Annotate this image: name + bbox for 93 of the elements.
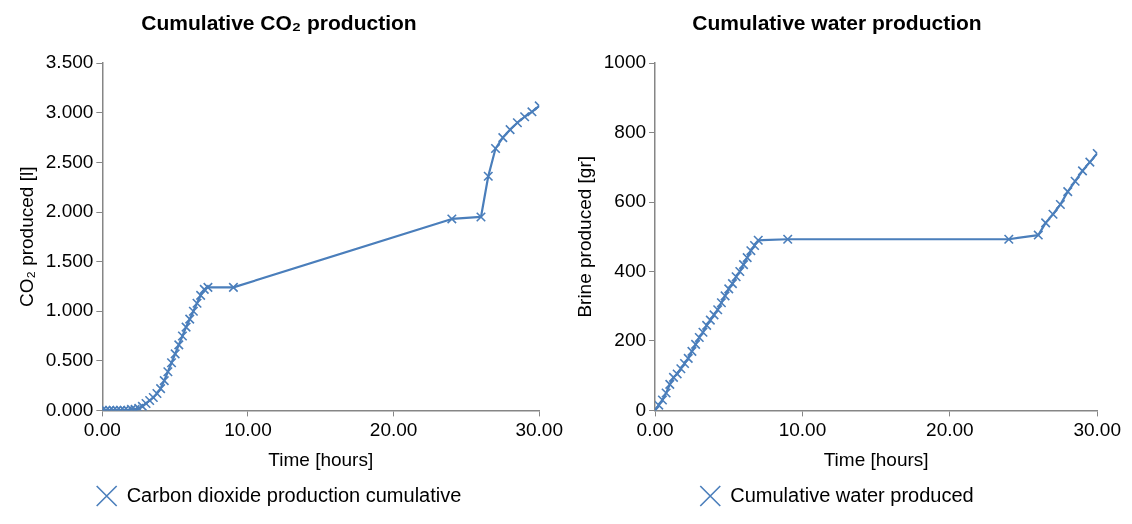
point	[140, 398, 152, 409]
point	[228, 282, 239, 293]
point	[151, 388, 162, 399]
y-tick-label: 2.000	[45, 200, 94, 222]
point	[742, 252, 753, 263]
point	[137, 401, 148, 411]
y-tick-label: 600	[614, 190, 647, 212]
point	[1055, 199, 1066, 210]
x-tick-label: 0.00	[83, 419, 121, 441]
point	[177, 330, 188, 342]
point	[694, 332, 705, 343]
x-tick-label: 10.00	[224, 419, 272, 441]
point	[661, 388, 672, 399]
chart-title: Cumulative water production	[692, 11, 982, 35]
point	[1070, 176, 1081, 187]
point	[195, 290, 206, 301]
y-tick-label: 800	[614, 120, 647, 142]
point	[657, 394, 668, 406]
point	[749, 240, 760, 251]
point	[683, 353, 694, 364]
y-axis-title: Brine produced [gr]	[573, 156, 595, 318]
point	[690, 339, 701, 350]
point	[753, 235, 764, 246]
point	[686, 346, 697, 357]
point	[697, 327, 709, 338]
point	[166, 357, 177, 368]
y-tick-label: 2.500	[45, 150, 94, 172]
point	[727, 278, 738, 289]
point	[716, 297, 727, 308]
point	[731, 271, 742, 282]
point	[188, 306, 199, 317]
y-tick-label: 0	[635, 398, 647, 420]
point	[526, 106, 537, 117]
legend-label: Cumulative water produced	[730, 483, 974, 506]
point	[475, 211, 487, 222]
y-tick-label: 0.500	[45, 349, 94, 371]
y-tick-label: 0.000	[45, 398, 94, 420]
x-tick-label: 30.00	[1073, 419, 1121, 441]
point	[701, 320, 712, 331]
point	[734, 266, 745, 277]
point	[497, 132, 508, 143]
point	[148, 392, 159, 403]
x-tick-label: 10.00	[778, 419, 827, 441]
y-axis-title: CO₂ produced [l]	[15, 166, 37, 308]
point	[490, 143, 501, 154]
point	[483, 171, 494, 182]
x-axis-title: Time [hours]	[823, 448, 929, 470]
point	[173, 339, 184, 350]
point	[668, 372, 679, 383]
point	[675, 363, 686, 374]
point	[720, 290, 731, 301]
point	[1033, 230, 1044, 241]
point	[1040, 217, 1051, 228]
point	[184, 314, 195, 325]
point	[712, 304, 723, 315]
point	[738, 259, 749, 270]
point	[505, 124, 516, 135]
point	[181, 322, 192, 333]
point	[708, 309, 720, 320]
point	[1084, 157, 1095, 168]
x-axis-title: Time [hours]	[268, 448, 374, 470]
x-tick-label: 0.00	[636, 419, 674, 441]
y-tick-label: 400	[614, 259, 647, 281]
y-tick-label: 3.000	[45, 101, 94, 123]
point	[1077, 165, 1088, 176]
point	[723, 283, 734, 294]
point	[446, 213, 457, 224]
y-tick-label: 3.500	[45, 51, 94, 73]
point	[705, 315, 716, 326]
point	[162, 366, 173, 377]
legend-label: Carbon dioxide production cumulative	[126, 483, 462, 506]
point	[1047, 209, 1059, 220]
chart-title: Cumulative CO₂ production	[141, 11, 417, 35]
point	[170, 348, 181, 359]
y-tick-label: 1000	[603, 51, 647, 73]
point	[512, 117, 523, 128]
y-tick-label: 1.500	[45, 249, 94, 271]
point	[155, 383, 166, 394]
point	[672, 368, 683, 379]
point	[519, 111, 530, 122]
point	[679, 358, 690, 369]
point	[159, 375, 170, 386]
point	[782, 234, 793, 245]
point	[191, 298, 203, 309]
point	[664, 379, 675, 390]
y-tick-label: 1.000	[45, 299, 94, 321]
point	[1062, 186, 1073, 197]
point	[745, 245, 756, 256]
x-tick-label: 20.00	[369, 419, 418, 441]
y-tick-label: 200	[614, 329, 647, 351]
x-tick-label: 20.00	[926, 419, 974, 441]
point	[1003, 234, 1014, 245]
x-tick-label: 30.00	[515, 419, 563, 441]
